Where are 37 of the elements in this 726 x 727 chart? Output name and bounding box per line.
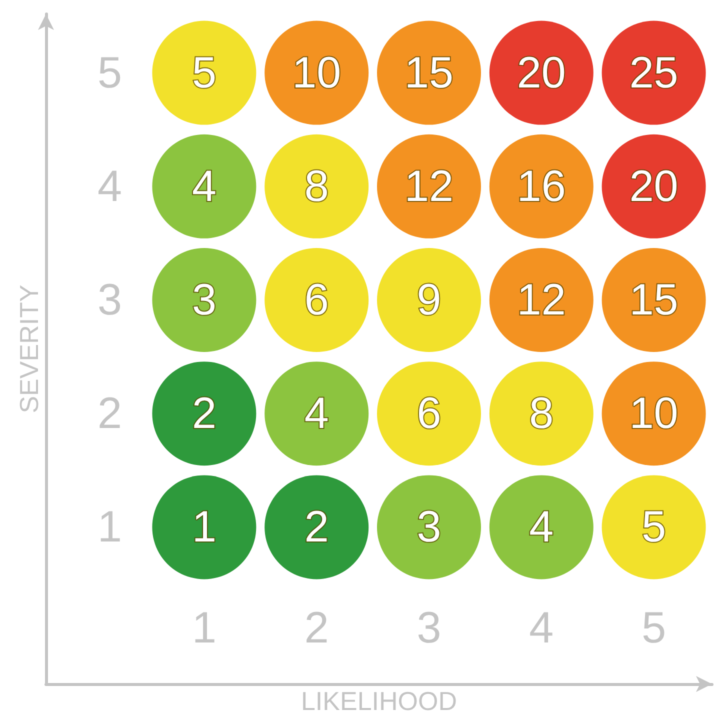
data-label: 16 <box>516 162 566 211</box>
data-label: 25 <box>629 48 678 98</box>
x-tick-label: 1 <box>192 604 216 652</box>
data-label: 2 <box>304 502 329 552</box>
y-tick-label: 4 <box>98 162 122 211</box>
data-label: 4 <box>529 502 554 552</box>
y-tick-label: 2 <box>98 389 122 438</box>
data-label: 8 <box>529 389 554 438</box>
x-tick-label: 2 <box>304 604 329 652</box>
data-label: 3 <box>416 502 442 552</box>
x-tick-label: 3 <box>416 604 442 652</box>
data-label: 8 <box>304 162 329 211</box>
x-tick-label: 4 <box>529 604 554 652</box>
data-label: 5 <box>192 48 216 98</box>
data-label: 12 <box>516 276 566 324</box>
data-label: 4 <box>192 162 216 211</box>
x-axis-title: LIKELIHOOD <box>300 686 458 716</box>
data-label: 1 <box>192 502 216 552</box>
data-label: 12 <box>404 162 454 211</box>
data-label: 10 <box>292 48 342 98</box>
data-label: 20 <box>629 162 678 211</box>
data-label: 3 <box>192 276 216 324</box>
data-label: 15 <box>629 276 678 324</box>
data-label: 6 <box>304 276 329 324</box>
data-label: 5 <box>642 502 666 552</box>
y-tick-label: 5 <box>98 48 122 98</box>
data-label: 15 <box>404 48 454 98</box>
y-tick-label: 3 <box>98 276 122 324</box>
data-label: 10 <box>629 389 678 438</box>
data-label: 9 <box>416 276 442 324</box>
data-label: 4 <box>304 389 329 438</box>
data-label: 2 <box>192 389 216 438</box>
x-tick-label: 5 <box>642 604 666 652</box>
data-label: 6 <box>416 389 442 438</box>
y-tick-label: 1 <box>98 502 122 552</box>
data-label: 20 <box>516 48 566 98</box>
y-axis-title: SEVERITY <box>14 284 44 414</box>
